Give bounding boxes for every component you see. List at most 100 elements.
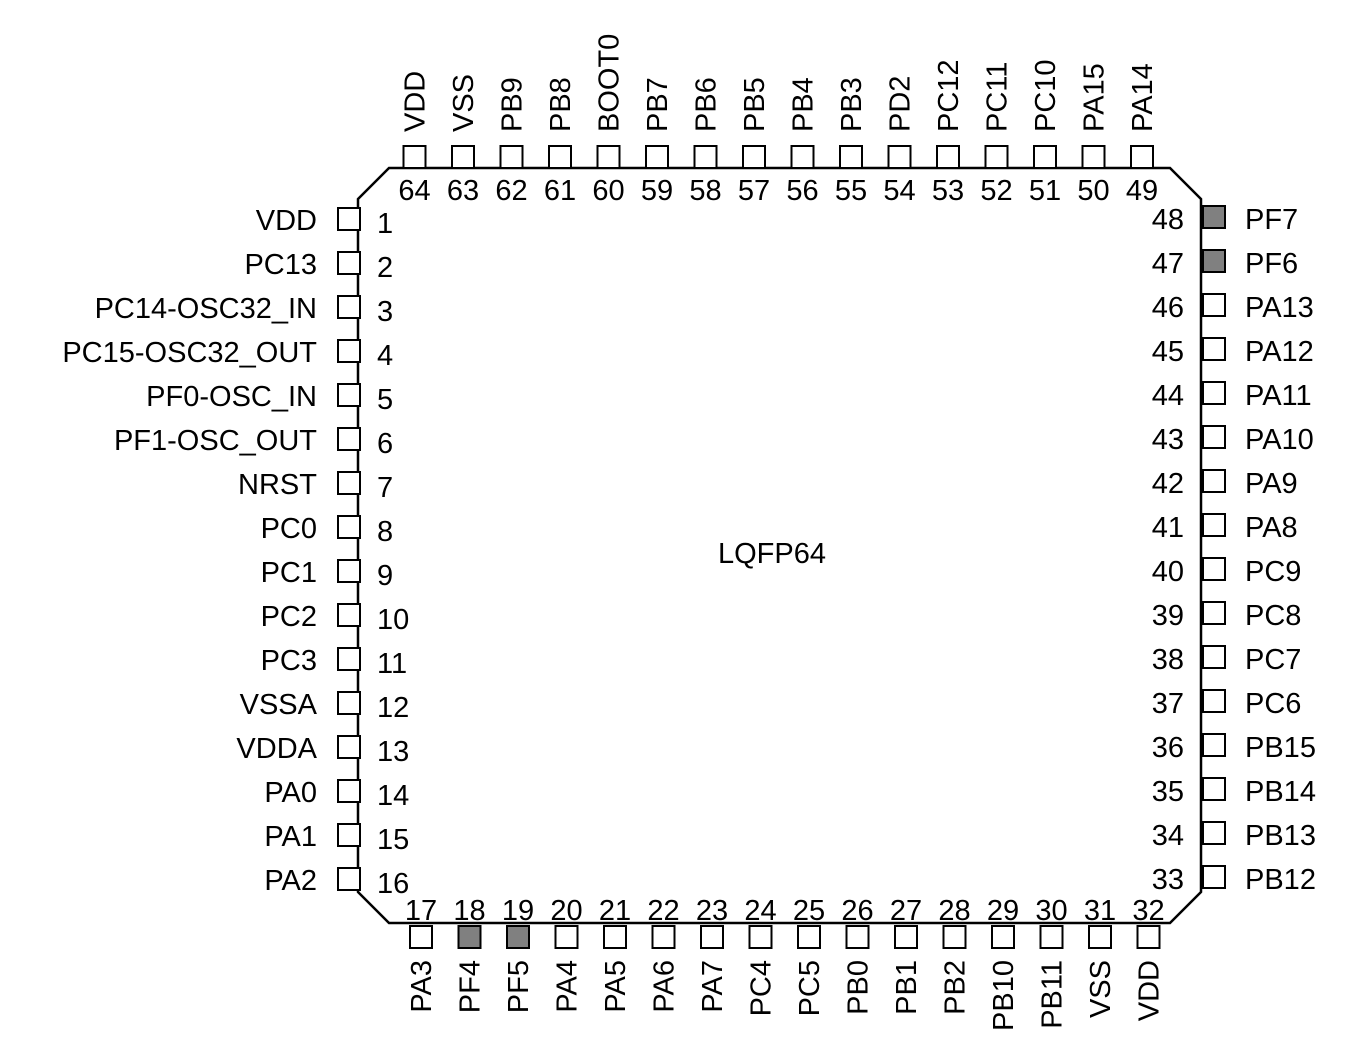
pin-15-number: 15 [377,824,409,856]
pin-39-number: 39 [1152,600,1184,632]
pin-3-number: 3 [377,296,393,328]
pin-1-name: VDD [256,205,317,237]
pin-17-name: PA3 [406,960,438,1013]
pin-48-pad [1202,205,1226,229]
pin-35-pad [1202,777,1226,801]
pin-7-pad [337,471,361,495]
pin-43-name: PA10 [1245,424,1314,456]
pin-12-pad [337,691,361,715]
pin-23-name: PA7 [697,960,729,1013]
pin-57-number: 57 [738,175,770,207]
pin-32-pad [1136,925,1161,949]
pin-61-pad [548,145,572,169]
pin-10-name: PC2 [261,601,317,633]
pin-6-number: 6 [377,428,393,460]
pin-19-number: 19 [502,895,534,927]
pin-23-number: 23 [696,895,728,927]
pin-49-pad [1130,145,1154,169]
pin-40-number: 40 [1152,556,1184,588]
pin-20-pad [554,925,579,949]
pin-42-pad [1202,469,1226,493]
pin-8-pad [337,515,361,539]
pin-51-name: PC10 [1030,59,1062,132]
pin-1-number: 1 [377,208,393,240]
pin-20-name: PA4 [552,960,584,1013]
pin-3-pad [337,295,361,319]
pin-27-name: PB1 [891,960,923,1015]
pin-33-pad [1202,865,1226,889]
pin-18-number: 18 [453,895,485,927]
pin-61-number: 61 [544,175,576,207]
pin-53-number: 53 [932,175,964,207]
pin-2-name: PC13 [244,249,317,281]
pin-10-pad [337,603,361,627]
pin-35-name: PB14 [1245,776,1316,808]
pin-25-pad [797,925,821,949]
pin-62-name: PB9 [497,77,529,132]
pin-37-name: PC6 [1245,688,1301,720]
pin-34-name: PB13 [1245,820,1316,852]
pin-31-name: VSS [1085,960,1117,1018]
pin-15-pad [337,823,361,847]
pin-48-number: 48 [1152,204,1184,236]
pin-29-number: 29 [987,895,1019,927]
pin-47-pad [1202,249,1226,273]
pin-7-name: NRST [238,469,317,501]
pin-63-number: 63 [447,175,479,207]
pin-45-name: PA12 [1245,336,1314,368]
pin-2-number: 2 [377,252,393,284]
pin-58-pad [693,145,718,169]
pin-60-number: 60 [592,175,624,207]
pin-20-number: 20 [550,895,582,927]
pin-26-name: PB0 [843,960,875,1015]
pin-54-name: PD2 [885,76,917,132]
pin-54-pad [887,145,912,169]
pin-31-number: 31 [1084,895,1116,927]
pin-11-number: 11 [377,648,407,680]
pin-40-pad [1202,557,1226,581]
pin-46-pad [1202,293,1226,317]
pin-5-name: PF0-OSC_IN [146,381,317,413]
pin-64-pad [402,145,427,169]
pin-21-pad [603,925,627,949]
pin-62-pad [499,145,524,169]
pin-60-name: BOOT0 [594,34,626,132]
pin-4-name: PC15-OSC32_OUT [62,337,317,369]
pin-63-pad [451,145,475,169]
pin-28-name: PB2 [940,960,972,1015]
pin-49-name: PA14 [1127,63,1159,132]
pin-41-name: PA8 [1245,512,1298,544]
pin-30-number: 30 [1035,895,1067,927]
pin-9-pad [337,559,361,583]
pin-53-pad [936,145,960,169]
pin-40-name: PC9 [1245,556,1301,588]
pin-13-pad [337,735,361,759]
pin-34-number: 34 [1152,820,1184,852]
pin-59-number: 59 [641,175,673,207]
pin-46-number: 46 [1152,292,1184,324]
pin-45-number: 45 [1152,336,1184,368]
pin-39-name: PC8 [1245,600,1301,632]
pin-15-name: PA1 [264,821,317,853]
pin-51-pad [1033,145,1057,169]
pin-59-name: PB7 [642,77,674,132]
pin-17-pad [409,925,433,949]
pin-21-name: PA5 [600,960,632,1013]
pin-13-number: 13 [377,736,409,768]
pin-6-name: PF1-OSC_OUT [114,425,317,457]
pin-8-number: 8 [377,516,393,548]
pin-56-pad [790,145,815,169]
pin-19-name: PF5 [503,960,535,1013]
package-name-label: LQFP64 [718,538,826,570]
pin-17-number: 17 [405,895,437,927]
pin-1-pad [337,207,361,231]
pin-14-number: 14 [377,780,409,812]
pin-14-name: PA0 [264,777,317,809]
pin-29-name: PB10 [988,960,1020,1031]
pin-16-name: PA2 [264,865,317,897]
pin-22-number: 22 [647,895,679,927]
pin-22-pad [651,925,676,949]
pin-11-pad [337,647,361,671]
pin-26-pad [845,925,870,949]
